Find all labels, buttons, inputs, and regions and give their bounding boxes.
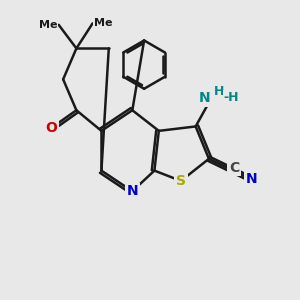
Text: S: S xyxy=(176,174,186,188)
Text: Me: Me xyxy=(94,18,112,28)
Text: -H: -H xyxy=(224,91,239,104)
Text: O: O xyxy=(45,121,57,135)
Text: N: N xyxy=(246,172,257,186)
Text: H: H xyxy=(213,85,224,98)
Text: N: N xyxy=(199,92,211,106)
Text: Me: Me xyxy=(39,20,57,30)
Text: N: N xyxy=(127,184,138,198)
Text: C: C xyxy=(229,161,239,175)
